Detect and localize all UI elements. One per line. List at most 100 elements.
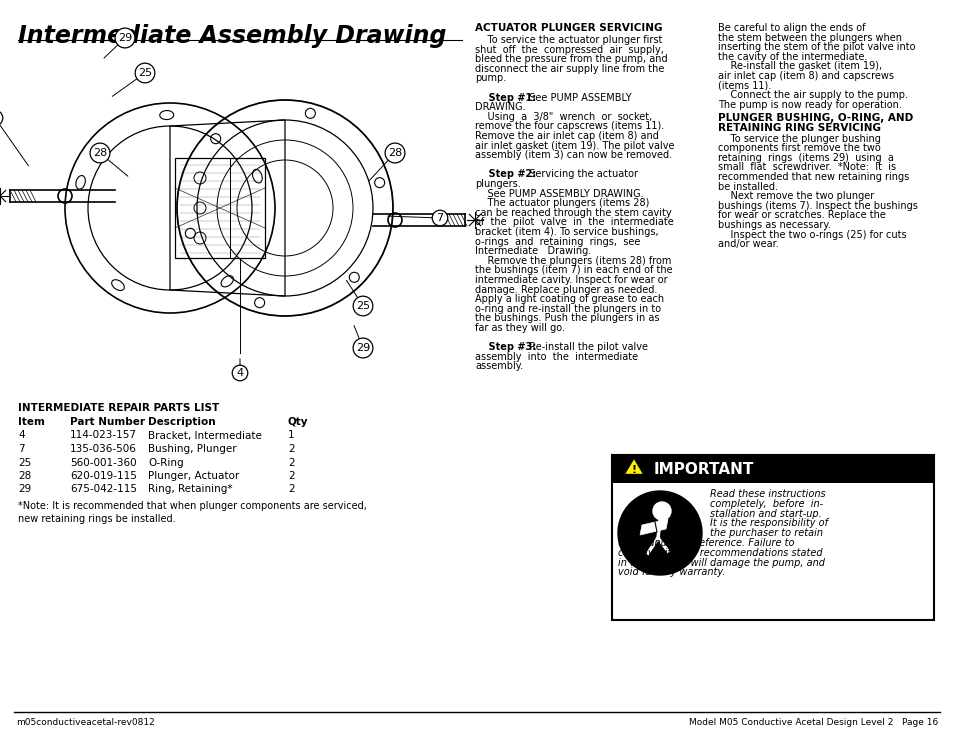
Text: the bushings. Push the plungers in as: the bushings. Push the plungers in as: [475, 314, 659, 323]
Text: the purchaser to retain: the purchaser to retain: [709, 528, 822, 538]
Text: 560-001-360: 560-001-360: [70, 458, 136, 467]
Text: bushings as necessary.: bushings as necessary.: [718, 220, 830, 230]
Text: comply with the recommendations stated: comply with the recommendations stated: [618, 548, 821, 558]
Text: Using  a  3/8"  wrench  or  socket,: Using a 3/8" wrench or socket,: [475, 111, 652, 122]
Text: Bracket, Intermediate: Bracket, Intermediate: [148, 430, 262, 441]
Text: 7: 7: [18, 444, 25, 454]
Text: Intermediate   Drawing.: Intermediate Drawing.: [475, 246, 591, 256]
Text: 25: 25: [138, 68, 152, 78]
Text: Intermediate Assembly Drawing: Intermediate Assembly Drawing: [18, 24, 446, 48]
Text: components first remove the two: components first remove the two: [718, 143, 880, 154]
Text: Remove the plungers (items 28) from: Remove the plungers (items 28) from: [475, 256, 671, 266]
Text: See PUMP ASSEMBLY: See PUMP ASSEMBLY: [522, 92, 631, 103]
Text: 114-023-157: 114-023-157: [70, 430, 137, 441]
Text: air inlet gasket (item 19). The pilot valve: air inlet gasket (item 19). The pilot va…: [475, 141, 674, 151]
Text: Step #2:: Step #2:: [475, 170, 536, 179]
Text: O-Ring: O-Ring: [148, 458, 183, 467]
Polygon shape: [623, 458, 643, 475]
Text: Next remove the two plunger: Next remove the two plunger: [718, 191, 873, 201]
Text: 28: 28: [388, 148, 402, 158]
Text: Step #3:: Step #3:: [475, 342, 536, 352]
Text: 7: 7: [436, 213, 443, 223]
Text: 25: 25: [355, 301, 370, 311]
Text: INTERMEDIATE REPAIR PARTS LIST: INTERMEDIATE REPAIR PARTS LIST: [18, 403, 219, 413]
Text: be installed.: be installed.: [718, 182, 778, 192]
Text: in this manual will damage the pump, and: in this manual will damage the pump, and: [618, 558, 824, 568]
Text: shut  off  the  compressed  air  supply,: shut off the compressed air supply,: [475, 44, 663, 55]
Text: can be reached through the stem cavity: can be reached through the stem cavity: [475, 208, 671, 218]
Text: To service the plunger bushing: To service the plunger bushing: [718, 134, 880, 144]
Text: remove the four capscrews (items 11).: remove the four capscrews (items 11).: [475, 121, 663, 131]
Text: small  flat  screwdriver.  *Note:  It  is: small flat screwdriver. *Note: It is: [718, 162, 895, 173]
Text: Be careful to align the ends of: Be careful to align the ends of: [718, 23, 864, 33]
Text: for wear or scratches. Replace the: for wear or scratches. Replace the: [718, 210, 885, 221]
Text: far as they will go.: far as they will go.: [475, 323, 564, 333]
Text: PLUNGER BUSHING, O-RING, AND: PLUNGER BUSHING, O-RING, AND: [718, 114, 912, 123]
Bar: [612, 455, 933, 483]
Text: the stem between the plungers when: the stem between the plungers when: [718, 32, 901, 43]
Text: 29: 29: [355, 343, 370, 353]
Text: Re-install the gasket (item 19),: Re-install the gasket (item 19),: [718, 61, 882, 72]
Text: Connect the air supply to the pump.: Connect the air supply to the pump.: [718, 90, 907, 100]
Text: the bushings (item 7) in each end of the: the bushings (item 7) in each end of the: [475, 266, 672, 275]
Text: 4: 4: [18, 430, 25, 441]
Text: 28: 28: [18, 471, 31, 481]
Text: Model M05 Conductive Acetal Design Level 2   Page 16: Model M05 Conductive Acetal Design Level…: [688, 718, 937, 727]
Text: Description: Description: [148, 417, 215, 427]
Text: 28: 28: [92, 148, 107, 158]
Text: Part Number: Part Number: [70, 417, 145, 427]
Circle shape: [652, 502, 670, 520]
Text: Apply a light coating of grease to each: Apply a light coating of grease to each: [475, 294, 663, 304]
Text: Plunger, Actuator: Plunger, Actuator: [148, 471, 239, 481]
Text: RETAINING RING SERVICING: RETAINING RING SERVICING: [718, 123, 880, 133]
Text: bracket (item 4). To service bushings,: bracket (item 4). To service bushings,: [475, 227, 658, 237]
Text: 29: 29: [18, 485, 31, 494]
Text: 2: 2: [288, 458, 294, 467]
Text: DRAWING.: DRAWING.: [475, 102, 525, 112]
Text: 2: 2: [288, 444, 294, 454]
Text: (items 11).: (items 11).: [718, 80, 770, 91]
Text: *Note: It is recommended that when plunger components are serviced,
new retainin: *Note: It is recommended that when plung…: [18, 500, 367, 524]
Text: 1: 1: [288, 430, 294, 441]
Text: this manual for reference. Failure to: this manual for reference. Failure to: [618, 538, 794, 548]
Text: bleed the pressure from the pump, and: bleed the pressure from the pump, and: [475, 54, 667, 64]
Polygon shape: [639, 519, 667, 535]
Text: Step #1:: Step #1:: [475, 92, 536, 103]
Text: retaining  rings  (items 29)  using  a: retaining rings (items 29) using a: [718, 153, 893, 163]
Text: 29: 29: [118, 33, 132, 43]
Text: completely,  before  in-: completely, before in-: [709, 499, 822, 508]
Text: o-ring and re-install the plungers in to: o-ring and re-install the plungers in to: [475, 304, 660, 314]
Text: ACTUATOR PLUNGER SERVICING: ACTUATOR PLUNGER SERVICING: [475, 23, 661, 33]
Text: of  the  pilot  valve  in  the  intermediate: of the pilot valve in the intermediate: [475, 218, 673, 227]
Text: 25: 25: [18, 458, 31, 467]
Text: Ring, Retaining*: Ring, Retaining*: [148, 485, 233, 494]
Text: and/or wear.: and/or wear.: [718, 239, 778, 249]
Text: IMPORTANT: IMPORTANT: [654, 461, 754, 477]
Text: See PUMP ASSEMBLY DRAWING.: See PUMP ASSEMBLY DRAWING.: [475, 189, 643, 199]
Text: Qty: Qty: [288, 417, 308, 427]
Text: assembly (item 3) can now be removed.: assembly (item 3) can now be removed.: [475, 151, 672, 160]
Text: 4: 4: [236, 368, 243, 378]
Text: o-rings  and  retaining  rings,  see: o-rings and retaining rings, see: [475, 237, 639, 246]
Text: inserting the stem of the pilot valve into: inserting the stem of the pilot valve in…: [718, 42, 915, 52]
Text: 675-042-115: 675-042-115: [70, 485, 137, 494]
Circle shape: [618, 491, 701, 575]
Text: Item: Item: [18, 417, 45, 427]
Text: 2: 2: [288, 485, 294, 494]
Text: To service the actuator plunger first: To service the actuator plunger first: [475, 35, 661, 45]
Text: m05conductiveacetal-rev0812: m05conductiveacetal-rev0812: [16, 718, 154, 727]
Text: 620-019-115: 620-019-115: [70, 471, 136, 481]
Text: Read these instructions: Read these instructions: [709, 489, 824, 499]
Text: plungers.: plungers.: [475, 179, 520, 189]
Text: recommended that new retaining rings: recommended that new retaining rings: [718, 172, 908, 182]
Text: stallation and start-up.: stallation and start-up.: [709, 508, 821, 519]
Bar: [612, 455, 933, 620]
Bar: [174, 158, 265, 258]
Text: disconnect the air supply line from the: disconnect the air supply line from the: [475, 63, 663, 74]
Text: assembly  into  the  intermediate: assembly into the intermediate: [475, 352, 638, 362]
Text: pump.: pump.: [475, 73, 506, 83]
Text: bushings (items 7). Inspect the bushings: bushings (items 7). Inspect the bushings: [718, 201, 917, 211]
Text: Inspect the two o-rings (25) for cuts: Inspect the two o-rings (25) for cuts: [718, 230, 905, 240]
Text: damage. Replace plunger as needed.: damage. Replace plunger as needed.: [475, 285, 657, 294]
Text: void factory warranty.: void factory warranty.: [618, 568, 724, 577]
